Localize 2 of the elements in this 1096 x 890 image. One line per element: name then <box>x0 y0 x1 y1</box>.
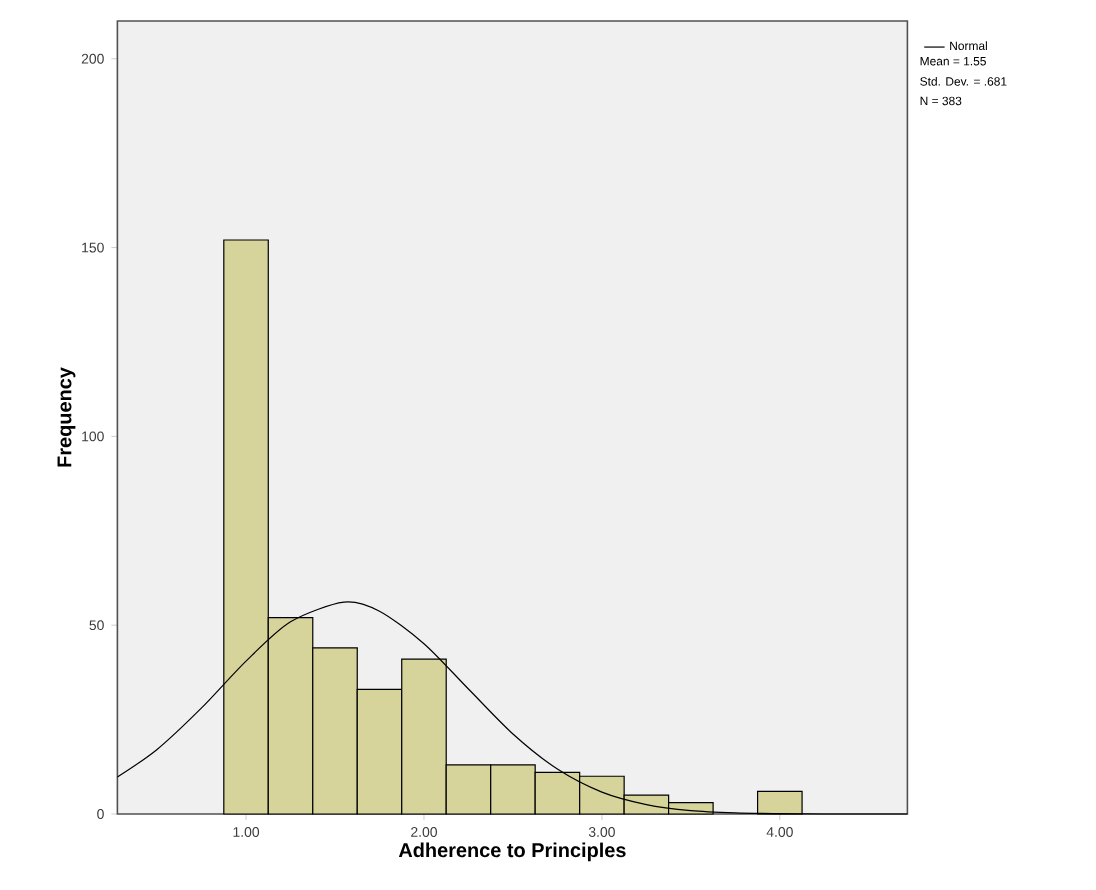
y-axis-title: Frequency <box>57 367 76 467</box>
x-axis-title: Adherence to Principles <box>398 842 626 862</box>
